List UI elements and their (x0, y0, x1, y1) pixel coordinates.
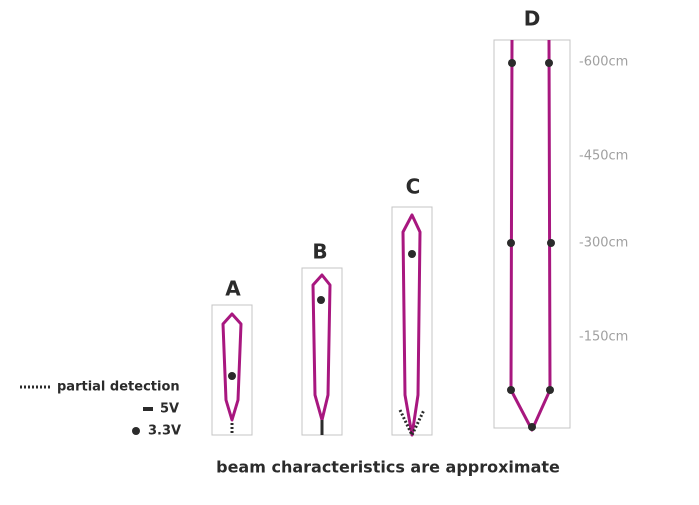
grid-b (301, 267, 343, 436)
legend-3v3-icon (132, 427, 140, 435)
label-b: B (312, 240, 327, 264)
legend-3v3: 3.3V (148, 424, 181, 439)
markers-d (507, 59, 555, 431)
caption: beam characteristics are approximate (216, 458, 560, 477)
beam-d (509, 39, 552, 432)
marker-b (317, 296, 325, 304)
partial-c (398, 409, 426, 439)
marker-c (408, 250, 416, 258)
grid-d (493, 39, 571, 429)
beam-a (221, 312, 243, 422)
label-a: A (225, 277, 241, 301)
legend-partial: partial detection (57, 380, 180, 395)
scale-label: -300cm (579, 236, 628, 251)
scale-label: -600cm (579, 55, 628, 70)
legend-5v: 5V (160, 402, 179, 417)
scale-label: -450cm (579, 149, 628, 164)
grid-c (391, 206, 433, 436)
beam-c (401, 213, 422, 437)
grid-a (211, 304, 253, 436)
label-d: D (524, 7, 541, 31)
marker-a (228, 372, 236, 380)
label-c: C (406, 175, 421, 199)
scale-label: -150cm (579, 330, 628, 345)
